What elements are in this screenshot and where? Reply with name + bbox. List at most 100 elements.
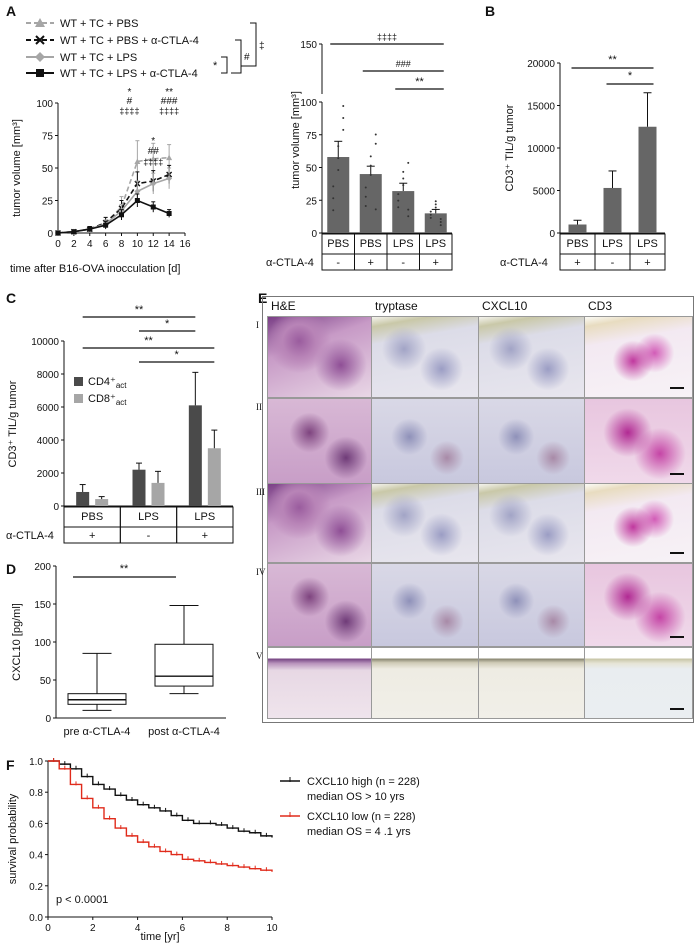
category-label: post α-CTLA-4 bbox=[148, 726, 220, 738]
y-tick-label: 25 bbox=[306, 196, 318, 207]
y-tick-label: 0 bbox=[549, 229, 555, 240]
x-tick-label: 4 bbox=[135, 923, 141, 934]
category-label: LPS bbox=[393, 238, 414, 250]
y-tick-label: 50 bbox=[306, 164, 318, 175]
data-dot bbox=[407, 208, 410, 211]
y-tick-label: 0.6 bbox=[29, 819, 43, 830]
data-dot bbox=[397, 193, 400, 196]
x-tick-label: 0 bbox=[55, 239, 61, 250]
treatment-value: + bbox=[89, 530, 95, 542]
significance-label: ** bbox=[608, 54, 617, 66]
y-axis-label: tumor volume [mm³] bbox=[11, 119, 23, 217]
panel-label: F bbox=[6, 757, 15, 773]
sig-bracket bbox=[221, 56, 228, 74]
x-tick-label: 12 bbox=[148, 239, 160, 250]
significance-label: * bbox=[175, 349, 180, 361]
histology-image bbox=[478, 647, 586, 719]
x-tick-label: 2 bbox=[90, 923, 96, 934]
y-tick-label: 200 bbox=[34, 562, 51, 573]
y-tick-label: 15000 bbox=[527, 102, 555, 113]
treatment-value: - bbox=[611, 257, 615, 269]
legend-marker bbox=[36, 69, 44, 77]
bar bbox=[603, 187, 622, 233]
data-dot bbox=[364, 195, 367, 198]
data-dot bbox=[402, 184, 405, 187]
bar bbox=[132, 469, 146, 506]
legend-marker bbox=[35, 35, 45, 45]
treatment-value: - bbox=[147, 530, 151, 542]
x-tick-label: 14 bbox=[164, 239, 176, 250]
y-tick-label: 10000 bbox=[527, 144, 555, 155]
legend-entry: WT + TC + LPS bbox=[60, 52, 137, 64]
data-dot bbox=[439, 221, 442, 224]
column-header: CXCL10 bbox=[482, 299, 528, 313]
sig-bracket bbox=[231, 39, 242, 74]
category-label: PBS bbox=[327, 238, 349, 250]
histology-image bbox=[267, 316, 373, 398]
y-tick-label: 0 bbox=[311, 229, 317, 240]
histology-image bbox=[478, 563, 586, 647]
data-dot bbox=[369, 164, 372, 167]
histology-image bbox=[267, 483, 373, 563]
sig-marker: * bbox=[213, 60, 218, 72]
panel-label: B bbox=[485, 3, 495, 19]
series-line bbox=[57, 199, 170, 234]
histology-image bbox=[584, 398, 693, 484]
y-tick-label: 0 bbox=[45, 714, 51, 725]
data-dot bbox=[369, 173, 372, 176]
data-point bbox=[134, 158, 141, 164]
legend-subscript: act bbox=[116, 398, 127, 407]
treatment-label: α-CTLA-4 bbox=[500, 257, 548, 269]
data-point bbox=[134, 198, 140, 203]
data-dot bbox=[332, 197, 335, 200]
category-label: PBS bbox=[566, 238, 588, 250]
data-point bbox=[166, 154, 173, 161]
scale-bar bbox=[670, 636, 684, 638]
data-dot bbox=[337, 157, 340, 160]
treatment-label: α-CTLA-4 bbox=[6, 530, 54, 542]
data-dot bbox=[364, 186, 367, 189]
category-label: LPS bbox=[194, 511, 215, 523]
data-dot bbox=[337, 169, 340, 172]
significance-label: * bbox=[165, 318, 170, 330]
data-dot bbox=[369, 155, 372, 158]
data-point bbox=[150, 155, 157, 162]
panel-e-frame bbox=[262, 296, 694, 723]
y-tick-label: 75 bbox=[306, 131, 318, 142]
series-line bbox=[57, 156, 170, 234]
y-axis-label: tumor volume [mm³] bbox=[290, 91, 302, 189]
bar bbox=[424, 213, 447, 233]
data-point bbox=[119, 212, 124, 218]
treatment-value: + bbox=[202, 530, 208, 542]
treatment-value: + bbox=[433, 257, 439, 269]
y-tick-label: 0.0 bbox=[29, 913, 43, 924]
category-label: LPS bbox=[425, 238, 446, 250]
histology-image bbox=[584, 483, 693, 563]
data-dot bbox=[374, 208, 377, 211]
histology-image bbox=[584, 647, 693, 719]
data-point bbox=[166, 175, 173, 182]
data-point bbox=[150, 180, 157, 187]
treatment-value: + bbox=[644, 257, 650, 269]
significance-label: ‡‡‡‡ bbox=[143, 157, 163, 167]
data-dot bbox=[397, 199, 400, 202]
row-label: V bbox=[256, 651, 263, 661]
bar bbox=[392, 191, 415, 233]
significance-label: ‡‡‡‡ bbox=[159, 106, 179, 116]
significance-label: ** bbox=[120, 563, 129, 575]
x-tick-label: 4 bbox=[87, 239, 93, 250]
bar bbox=[151, 482, 165, 506]
x-axis-label: time [yr] bbox=[140, 931, 179, 943]
y-axis-label: CD3⁺ TIL/g tumor bbox=[504, 104, 516, 191]
chart-a-bar: 0 25 50 75 100 150 tumor volume [mm³] PBS - PBS + L… bbox=[266, 32, 453, 271]
bar bbox=[327, 157, 350, 233]
data-point bbox=[103, 222, 109, 228]
scale-bar bbox=[670, 552, 684, 554]
legend-entry: WT + TC + PBS + α-CTLA-4 bbox=[60, 35, 199, 47]
x-tick-label: 10 bbox=[132, 239, 144, 250]
category-label: LPS bbox=[138, 511, 159, 523]
column-header: CD3 bbox=[588, 299, 613, 313]
significance-label: # bbox=[127, 96, 133, 107]
histology-image bbox=[267, 563, 373, 647]
